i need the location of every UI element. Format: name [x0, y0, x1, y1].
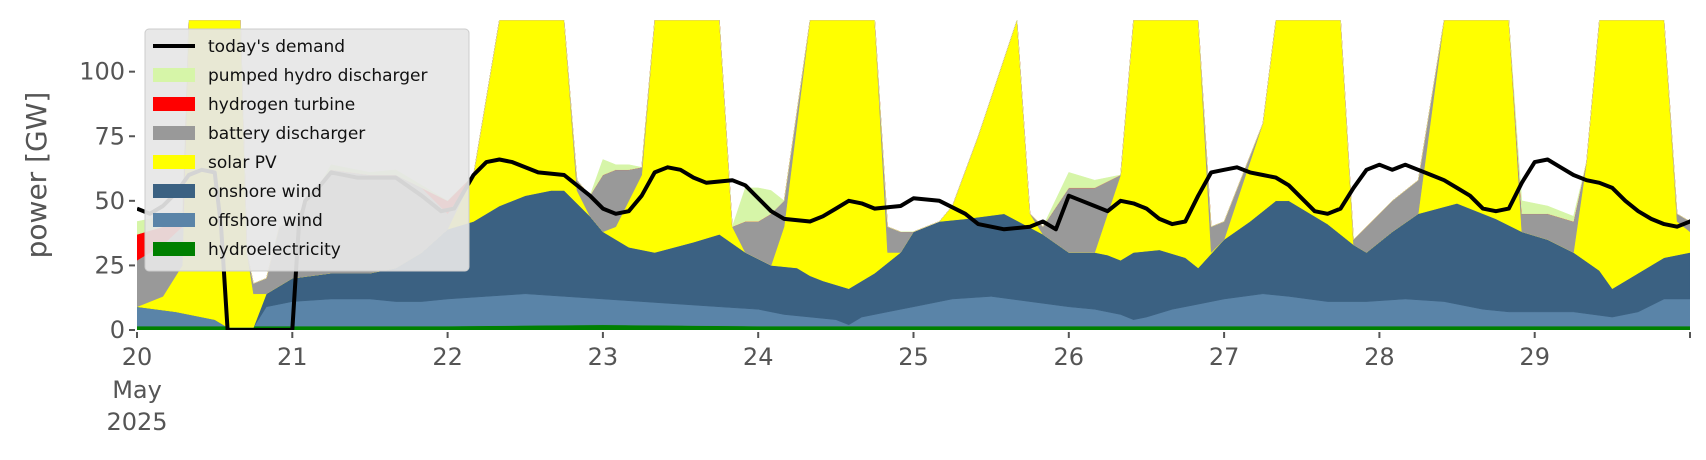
area-pumped-hydro-discharger	[137, 20, 1690, 284]
x-tick-label-22: 22	[432, 343, 463, 371]
legend-label-offshore-wind: offshore wind	[208, 211, 323, 231]
legend-swatch-battery-discharger	[153, 126, 195, 140]
x-tick-label-28: 28	[1364, 343, 1395, 371]
y-tick-label-0: 0	[110, 316, 125, 344]
x-tick-label-23: 23	[588, 343, 619, 371]
legend-swatch-offshore-wind	[153, 213, 195, 227]
legend-swatch-hydroelectricity	[153, 242, 195, 256]
x-tick-label-20: 20	[122, 343, 153, 371]
legend-label-hydroelectricity: hydroelectricity	[208, 240, 341, 260]
x-tick-label-21: 21	[277, 343, 308, 371]
y-tick-label-100: 100	[79, 58, 125, 86]
legend-label-pumped-hydro-discharger: pumped hydro discharger	[208, 66, 427, 86]
y-tick-label-25: 25	[94, 251, 125, 279]
legend-swatch-solar-pv	[153, 155, 195, 169]
x-tick-label-24: 24	[743, 343, 774, 371]
x-tick-label-29: 29	[1519, 343, 1550, 371]
y-tick-label-75: 75	[94, 122, 125, 150]
x-tick-sublabel-may: May	[112, 376, 162, 404]
legend-label-battery-discharger: battery discharger	[208, 124, 365, 144]
x-tick-label-25: 25	[898, 343, 929, 371]
legend-swatch-pumped-hydro-discharger	[153, 68, 195, 82]
legend-label-solar-pv: solar PV	[208, 153, 277, 173]
legend-box	[144, 28, 470, 272]
axes: 0 25 50 75 100 20 May 2025 21 22 23 24 25 26 27 28 29	[79, 58, 1691, 436]
legend: today's demand pumped hydro discharger hyd…	[144, 28, 470, 272]
x-tick-label-27: 27	[1209, 343, 1240, 371]
legend-label-onshore-wind: onshore wind	[208, 182, 322, 202]
stacked-areas	[137, 20, 1690, 330]
legend-swatch-onshore-wind	[153, 184, 195, 198]
x-tick-label-26: 26	[1054, 343, 1085, 371]
legend-swatch-hydrogen-turbine	[153, 97, 195, 111]
y-axis-title: power [GW]	[20, 92, 53, 259]
x-tick-sublabel-2025: 2025	[106, 408, 167, 436]
legend-label-hydrogen-turbine: hydrogen turbine	[208, 95, 355, 115]
y-tick-label-50: 50	[94, 187, 125, 215]
legend-label-today-s-demand: today's demand	[208, 37, 345, 57]
